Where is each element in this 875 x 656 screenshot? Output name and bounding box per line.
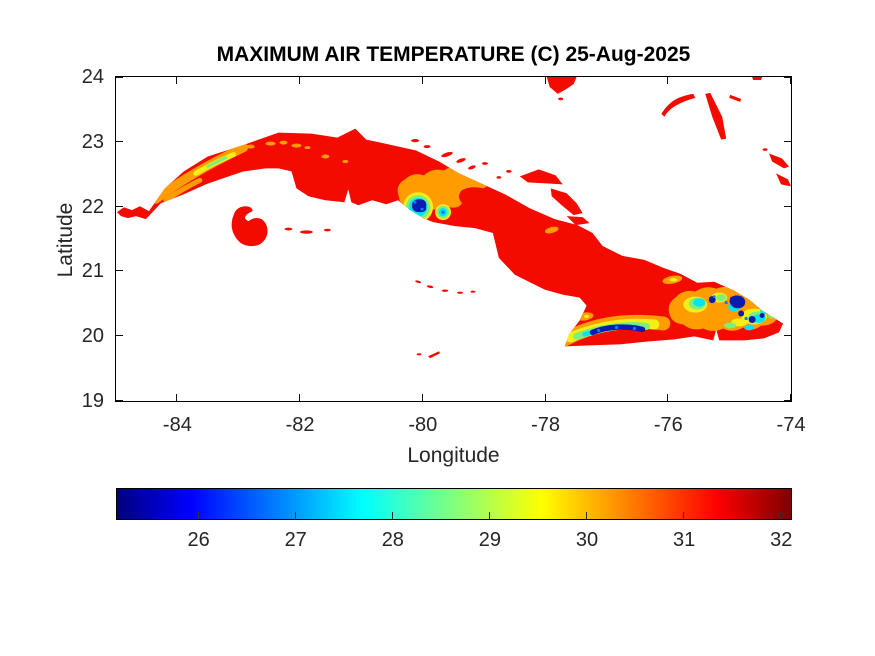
y-tick-mark bbox=[116, 206, 123, 207]
y-tick-label: 24 bbox=[81, 66, 104, 88]
x-tick-mark bbox=[545, 394, 546, 401]
colorbar-tick-label: 27 bbox=[284, 529, 307, 551]
colorbar-tick-mark bbox=[295, 512, 296, 519]
y-tick-mark bbox=[784, 77, 791, 78]
main-island bbox=[116, 128, 784, 347]
x-axis-label: Longitude bbox=[407, 444, 500, 467]
y-tick-mark bbox=[784, 270, 791, 271]
x-tick-label: -74 bbox=[776, 414, 806, 436]
x-tick-mark bbox=[790, 394, 791, 401]
x-tick-label: -84 bbox=[162, 414, 192, 436]
colorbar-tick-mark bbox=[683, 512, 684, 519]
y-tick-mark bbox=[116, 335, 123, 336]
colorbar-tick-mark bbox=[489, 512, 490, 519]
colorbar-tick-label: 26 bbox=[187, 529, 210, 551]
x-tick-mark bbox=[299, 394, 300, 401]
y-tick-label: 20 bbox=[81, 325, 104, 348]
colorbar-tick-label: 32 bbox=[770, 529, 793, 551]
y-tick-mark bbox=[784, 400, 791, 401]
colorbar-tick-mark bbox=[392, 512, 393, 519]
y-tick-label: 23 bbox=[81, 130, 104, 153]
colorbar-tick-mark bbox=[198, 512, 199, 519]
sagua-baracoa-massif bbox=[668, 286, 780, 331]
y-tick-label: 19 bbox=[81, 390, 104, 412]
northern-cays bbox=[411, 139, 590, 226]
x-tick-label: -80 bbox=[408, 414, 438, 436]
colorbar-tick-label: 30 bbox=[575, 529, 599, 551]
y-tick-mark bbox=[116, 141, 123, 142]
southern-cays bbox=[284, 227, 476, 294]
x-tick-mark bbox=[299, 77, 300, 84]
colorbar-tick-label: 28 bbox=[381, 529, 404, 551]
bahamas-islands bbox=[546, 77, 791, 187]
plot-area bbox=[115, 76, 792, 402]
x-tick-mark bbox=[545, 77, 546, 84]
y-tick-mark bbox=[116, 270, 123, 271]
x-tick-mark bbox=[176, 394, 177, 401]
x-tick-label: -76 bbox=[653, 414, 683, 436]
cuba-temperature-map bbox=[116, 77, 791, 359]
chart-title: MAXIMUM AIR TEMPERATURE (C) 25-Aug-2025 bbox=[216, 43, 691, 66]
y-tick-mark bbox=[784, 141, 791, 142]
x-tick-label: -78 bbox=[531, 414, 560, 436]
x-tick-mark bbox=[667, 77, 668, 84]
y-tick-mark bbox=[784, 206, 791, 207]
y-tick-mark bbox=[116, 77, 123, 78]
y-tick-mark bbox=[116, 400, 123, 401]
colorbar-tick-mark bbox=[780, 512, 781, 519]
western-mountains bbox=[151, 140, 349, 204]
x-tick-label: -82 bbox=[285, 414, 315, 436]
x-tick-mark bbox=[667, 394, 668, 401]
x-tick-mark bbox=[790, 77, 791, 84]
y-tick-mark bbox=[784, 335, 791, 336]
escambray-mountains bbox=[397, 165, 490, 223]
x-tick-mark bbox=[422, 77, 423, 84]
cayman-islands bbox=[416, 351, 441, 359]
colorbar-tick-mark bbox=[586, 512, 587, 519]
colorbar-tick-label: 29 bbox=[478, 529, 502, 551]
colorbar-tick-label: 31 bbox=[673, 529, 696, 551]
isla-de-la-juventud bbox=[231, 206, 268, 247]
colorbar bbox=[116, 488, 792, 520]
y-tick-label: 22 bbox=[81, 195, 104, 218]
x-tick-mark bbox=[422, 394, 423, 401]
x-tick-mark bbox=[176, 77, 177, 84]
y-tick-label: 21 bbox=[81, 260, 104, 283]
